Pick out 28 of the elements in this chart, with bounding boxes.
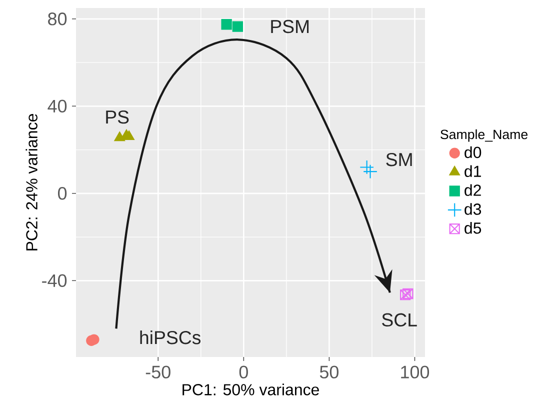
annotation: SM [386,152,412,166]
annotation: PSM [271,20,309,34]
point [400,289,411,300]
legend-title: Sample_Name [440,129,528,142]
legend-label: d1 [464,165,481,178]
legend-label: d2 [464,184,481,196]
x-tick-label: 0 [239,366,248,378]
x-tick-label: 50 [320,366,338,378]
annotation: SCL [382,313,417,327]
y-axis-title: PC2: 24% variance [26,114,38,250]
y-tick-label: 0 [58,187,67,200]
point [124,130,134,140]
annotation: hiPSCs [140,330,201,344]
x-axis-title: PC1: 50% variance [182,384,319,396]
y-tick-label: 80 [48,12,67,26]
legend-label: d0 [464,146,482,158]
point [402,288,414,300]
point [360,160,374,174]
y-tick-label: -40 [42,274,67,288]
y-tick-label: 40 [48,100,67,113]
point [232,21,244,32]
annotation: PS [106,110,129,124]
legend-label: d3 [464,203,482,215]
x-tick-label: -50 [146,366,170,378]
legend-label: d5 [464,222,482,234]
x-tick-label: 100 [401,366,430,378]
point [363,164,378,179]
point [221,19,232,30]
